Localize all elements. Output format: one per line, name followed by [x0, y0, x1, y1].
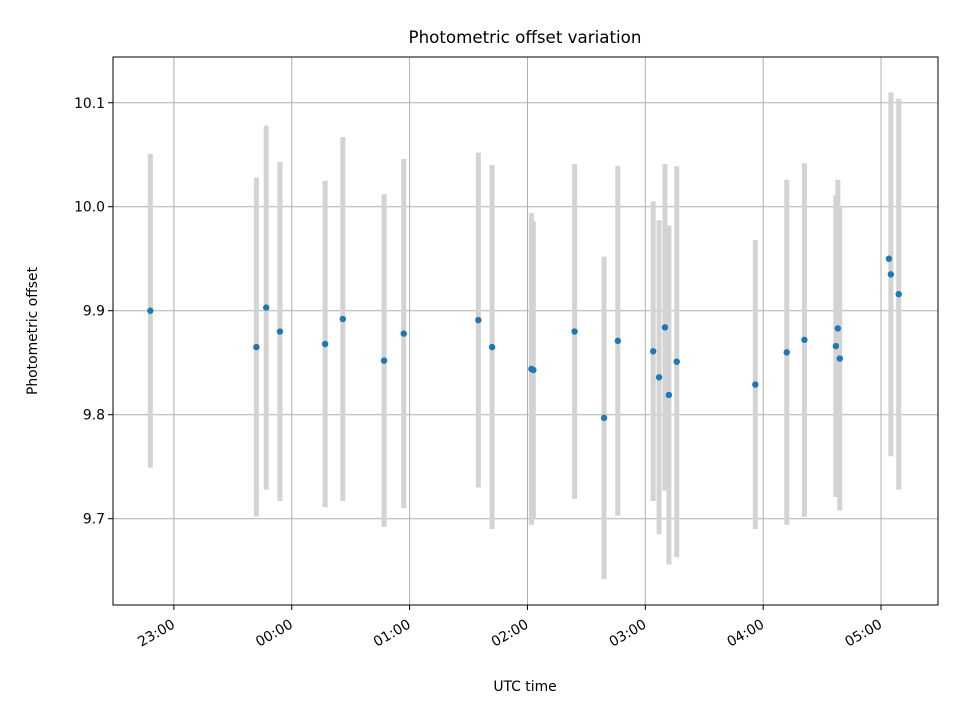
x-axis-label: UTC time — [493, 679, 556, 695]
data-point — [783, 349, 790, 356]
data-point — [752, 381, 759, 388]
y-tick-label: 10.1 — [74, 96, 105, 112]
data-point — [530, 366, 537, 374]
grid — [113, 57, 938, 605]
data-point — [253, 343, 260, 351]
data-point — [665, 391, 673, 399]
plot-frame — [112, 56, 939, 606]
data-point — [885, 255, 893, 262]
data-point — [321, 340, 329, 348]
y-tick-label: 10.0 — [74, 200, 105, 216]
data-point — [147, 307, 154, 314]
data-point — [649, 348, 657, 355]
data-point — [276, 328, 284, 335]
data-points — [147, 255, 902, 422]
data-point — [400, 330, 407, 337]
data-point — [673, 358, 680, 365]
data-point — [263, 304, 270, 311]
data-point — [600, 414, 608, 422]
data-point — [475, 316, 482, 324]
data-point — [488, 343, 496, 351]
data-point — [614, 337, 622, 345]
data-point — [887, 271, 895, 278]
data-point — [655, 374, 663, 381]
data-point — [661, 324, 669, 331]
y-tick-label: 9.9 — [83, 304, 105, 320]
data-point — [836, 355, 843, 362]
y-axis-ticks: 9.7 9.8 9.9 10.0 10.1 — [74, 96, 113, 528]
y-tick-label: 9.8 — [83, 408, 105, 424]
y-tick-label: 9.7 — [83, 512, 105, 528]
data-point — [895, 290, 902, 298]
data-point — [834, 325, 842, 332]
y-axis-label: Photometric offset — [25, 266, 41, 395]
data-point — [832, 342, 840, 350]
data-point — [801, 336, 808, 344]
chart-title: Photometric offset variation — [409, 27, 642, 47]
data-point — [571, 328, 578, 335]
data-point — [339, 315, 347, 323]
data-point — [380, 357, 388, 364]
